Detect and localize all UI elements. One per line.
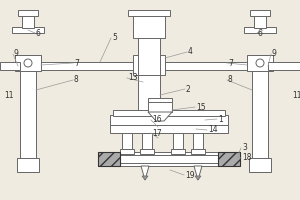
Text: 17: 17 [152,129,162,138]
Text: 14: 14 [208,126,218,134]
Bar [171,149,185,154]
Bar [98,152,240,166]
Text: 4: 4 [188,47,193,56]
Bar [110,115,228,125]
Bar [113,110,225,116]
Bar [15,55,41,71]
Text: 8: 8 [74,75,79,84]
Text: 7: 7 [74,58,79,68]
Text: 19: 19 [185,170,195,180]
Text: 13: 13 [128,73,138,82]
Text: 8: 8 [228,75,233,84]
Bar [12,27,44,33]
Bar [193,133,203,149]
Bar [249,158,271,172]
Text: 6: 6 [258,28,263,38]
Bar [244,27,276,33]
Polygon shape [141,166,149,180]
Bar [138,65,160,130]
Polygon shape [195,176,201,180]
Bar [140,149,154,154]
Bar [148,98,172,102]
Bar [254,14,266,28]
Bar [98,152,120,166]
Bar [252,55,268,172]
Text: 18: 18 [242,154,251,162]
Bar [128,10,170,16]
Bar [138,38,160,75]
Polygon shape [148,112,172,121]
Text: 11: 11 [4,90,14,99]
Bar [148,100,172,112]
Text: 15: 15 [196,102,206,112]
Bar [133,10,165,38]
Bar [105,155,233,163]
Bar [110,125,228,133]
Bar [0,62,20,70]
Circle shape [24,59,32,67]
Bar [120,149,134,154]
Bar [133,55,165,75]
Text: 1: 1 [218,114,223,123]
Bar [17,158,39,172]
Text: 3: 3 [242,144,247,152]
Bar [268,62,300,70]
Bar [165,62,248,70]
Text: 9: 9 [14,49,19,58]
Bar [122,133,132,149]
Circle shape [256,59,264,67]
Polygon shape [194,166,202,180]
Bar [191,149,205,154]
Text: 9: 9 [272,49,277,58]
Polygon shape [142,176,148,180]
Bar [173,133,183,149]
Text: 6: 6 [36,28,41,38]
Bar [250,10,270,16]
Text: 11: 11 [292,90,300,99]
Text: 5: 5 [112,33,117,43]
Bar [22,14,34,28]
Bar [142,133,152,149]
Text: 2: 2 [186,84,191,94]
Bar [247,55,273,71]
Bar [28,62,133,70]
Bar [18,10,38,16]
Text: 16: 16 [152,116,162,124]
Bar [20,55,36,172]
Text: 7: 7 [228,58,233,68]
Bar [218,152,240,166]
